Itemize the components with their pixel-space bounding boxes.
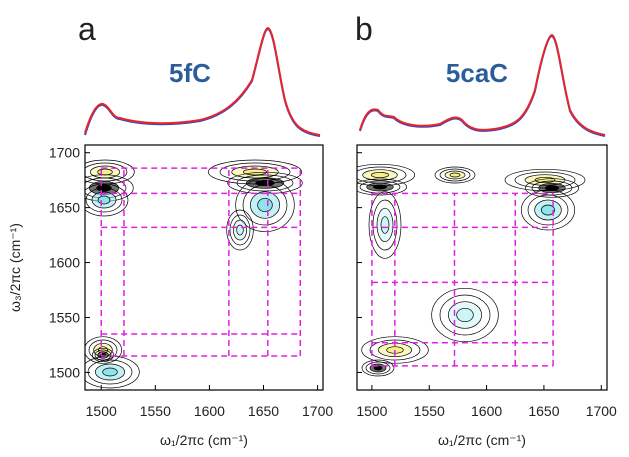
panel-title: 5caC bbox=[446, 58, 508, 88]
contour bbox=[520, 189, 576, 231]
y-tick-label: 1600 bbox=[49, 255, 80, 271]
contour bbox=[85, 336, 123, 364]
contour bbox=[370, 171, 390, 179]
y-tick-label: 1550 bbox=[49, 309, 80, 325]
contour bbox=[524, 178, 580, 198]
contour bbox=[372, 184, 388, 190]
contour bbox=[380, 216, 390, 234]
plot-frame bbox=[356, 144, 608, 391]
contour bbox=[85, 355, 140, 389]
contour bbox=[439, 168, 471, 182]
x-tick-label: 1500 bbox=[356, 403, 387, 419]
contour bbox=[235, 177, 295, 233]
y-axis-label: ω₃/2πc (cm⁻¹) bbox=[7, 223, 23, 312]
y-tick-label: 1650 bbox=[49, 200, 80, 216]
contour bbox=[372, 199, 398, 251]
contour bbox=[102, 367, 118, 377]
contour bbox=[257, 197, 273, 213]
contour bbox=[365, 361, 391, 375]
y-tick-label: 1500 bbox=[49, 364, 80, 380]
panel-label: b bbox=[355, 11, 373, 47]
contour bbox=[91, 347, 115, 363]
contour bbox=[544, 185, 560, 191]
panel: b 5caC 1500 1550 1600 1650 1700 ω₁/2πc (cm⁻¹) bbox=[355, 11, 617, 448]
contour bbox=[434, 166, 476, 184]
x-tick-label: 1600 bbox=[194, 403, 225, 419]
contour bbox=[226, 209, 254, 251]
contour bbox=[456, 307, 474, 323]
contour bbox=[97, 168, 113, 176]
x-tick-label: 1700 bbox=[586, 403, 617, 419]
panel-label: a bbox=[78, 11, 96, 47]
x-axis-label: ω₁/2πc (cm⁻¹) bbox=[438, 432, 526, 448]
contour bbox=[449, 172, 461, 178]
plot-frame bbox=[84, 144, 324, 391]
contours bbox=[85, 159, 303, 389]
x-axis-label: ω₁/2πc (cm⁻¹) bbox=[160, 432, 248, 448]
x-tick-label: 1550 bbox=[140, 403, 171, 419]
contour bbox=[229, 214, 251, 246]
contour bbox=[357, 178, 408, 196]
contour bbox=[94, 349, 112, 361]
contour bbox=[85, 187, 123, 213]
contour bbox=[373, 365, 383, 371]
x-tick-label: 1650 bbox=[528, 403, 559, 419]
panel-title: 5fC bbox=[169, 58, 211, 88]
spectrum-red bbox=[84, 26, 321, 136]
contour bbox=[527, 194, 569, 226]
panel: a 5fC 1500 1550 1600 1650 1700 1500 1550 1600 1650… bbox=[7, 11, 333, 448]
contour bbox=[361, 359, 395, 377]
contours bbox=[357, 163, 586, 377]
x-tick-label: 1550 bbox=[414, 403, 445, 419]
contour bbox=[236, 174, 294, 192]
contour bbox=[439, 294, 491, 336]
x-tick-label: 1500 bbox=[86, 403, 117, 419]
contour bbox=[431, 287, 499, 343]
contour bbox=[236, 224, 244, 236]
contour bbox=[540, 204, 556, 216]
contour bbox=[255, 179, 275, 187]
y-tick-label: 1700 bbox=[49, 145, 80, 161]
contour bbox=[85, 183, 129, 217]
x-tick-label: 1650 bbox=[248, 403, 279, 419]
contour bbox=[368, 191, 402, 259]
contour bbox=[97, 195, 111, 205]
contour bbox=[242, 184, 288, 226]
x-tick-label: 1600 bbox=[471, 403, 502, 419]
spectrum-red bbox=[359, 33, 606, 136]
x-tick-label: 1700 bbox=[302, 403, 333, 419]
spectra bbox=[84, 26, 606, 137]
